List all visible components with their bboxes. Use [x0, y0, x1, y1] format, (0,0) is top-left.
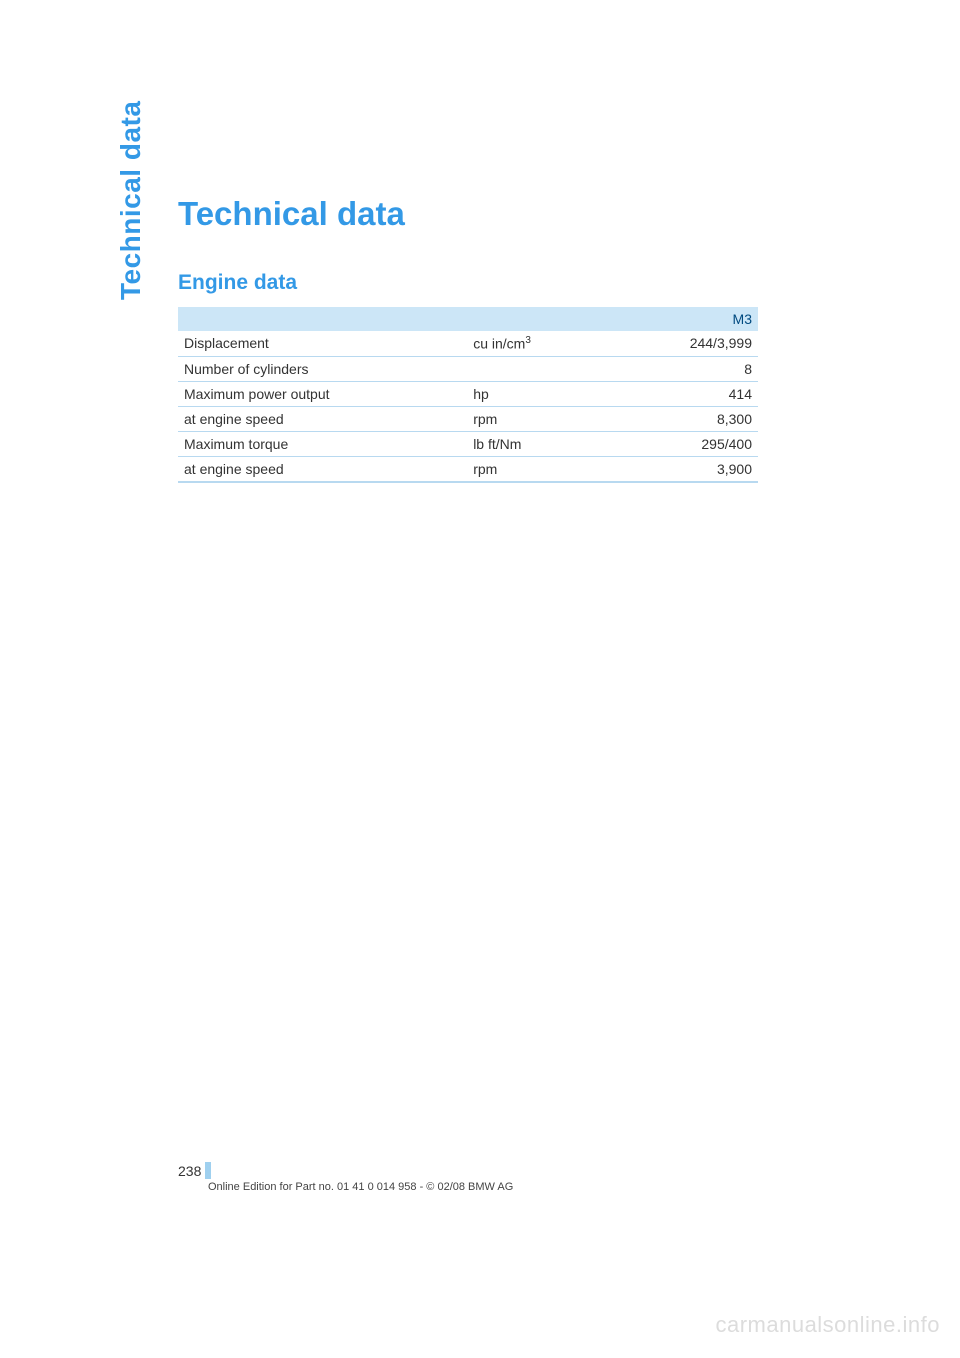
table-body: Displacementcu in/cm3244/3,999Number of … — [178, 331, 758, 482]
table-cell-unit: lb ft/Nm — [433, 431, 584, 456]
edition-line: Online Edition for Part no. 01 41 0 014 … — [208, 1181, 758, 1193]
table-cell-unit — [433, 356, 584, 381]
page-title: Technical data — [178, 195, 758, 233]
table-cell-label: Displacement — [178, 331, 433, 356]
table-row: Displacementcu in/cm3244/3,999 — [178, 331, 758, 356]
table-cell-label: Maximum power output — [178, 381, 433, 406]
table-header-row: M3 — [178, 307, 758, 331]
table-cell-label: Number of cylinders — [178, 356, 433, 381]
table-cell-label: at engine speed — [178, 456, 433, 482]
page-number: 238 — [178, 1163, 201, 1179]
watermark: carmanualsonline.info — [715, 1312, 940, 1338]
table-row: Number of cylinders 8 — [178, 356, 758, 381]
table-cell-label: at engine speed — [178, 406, 433, 431]
table-cell-unit: rpm — [433, 406, 584, 431]
page: Technical data Technical data Engine dat… — [0, 0, 960, 1358]
side-section-label: Technical data — [115, 101, 147, 300]
table-row: Maximum power outputhp414 — [178, 381, 758, 406]
table-cell-value: 295/400 — [584, 431, 758, 456]
table-cell-value: 8,300 — [584, 406, 758, 431]
footer-tick — [205, 1162, 211, 1179]
table-cell-value: 3,900 — [584, 456, 758, 482]
table-row: at engine speedrpm8,300 — [178, 406, 758, 431]
engine-data-table: M3 Displacementcu in/cm3244/3,999Number … — [178, 307, 758, 483]
table-cell-value: 414 — [584, 381, 758, 406]
table-row: at engine speedrpm3,900 — [178, 456, 758, 482]
table-cell-unit: cu in/cm3 — [433, 331, 584, 356]
table-cell-unit: hp — [433, 381, 584, 406]
table-row: Maximum torquelb ft/Nm295/400 — [178, 431, 758, 456]
table-cell-unit: rpm — [433, 456, 584, 482]
content-area: Technical data Engine data M3 Displaceme… — [178, 195, 758, 483]
table-cell-value: 244/3,999 — [584, 331, 758, 356]
page-footer: 238 Online Edition for Part no. 01 41 0 … — [178, 1162, 758, 1193]
table-cell-label: Maximum torque — [178, 431, 433, 456]
table-header-model: M3 — [584, 307, 758, 331]
section-title: Engine data — [178, 271, 758, 295]
table-cell-value: 8 — [584, 356, 758, 381]
